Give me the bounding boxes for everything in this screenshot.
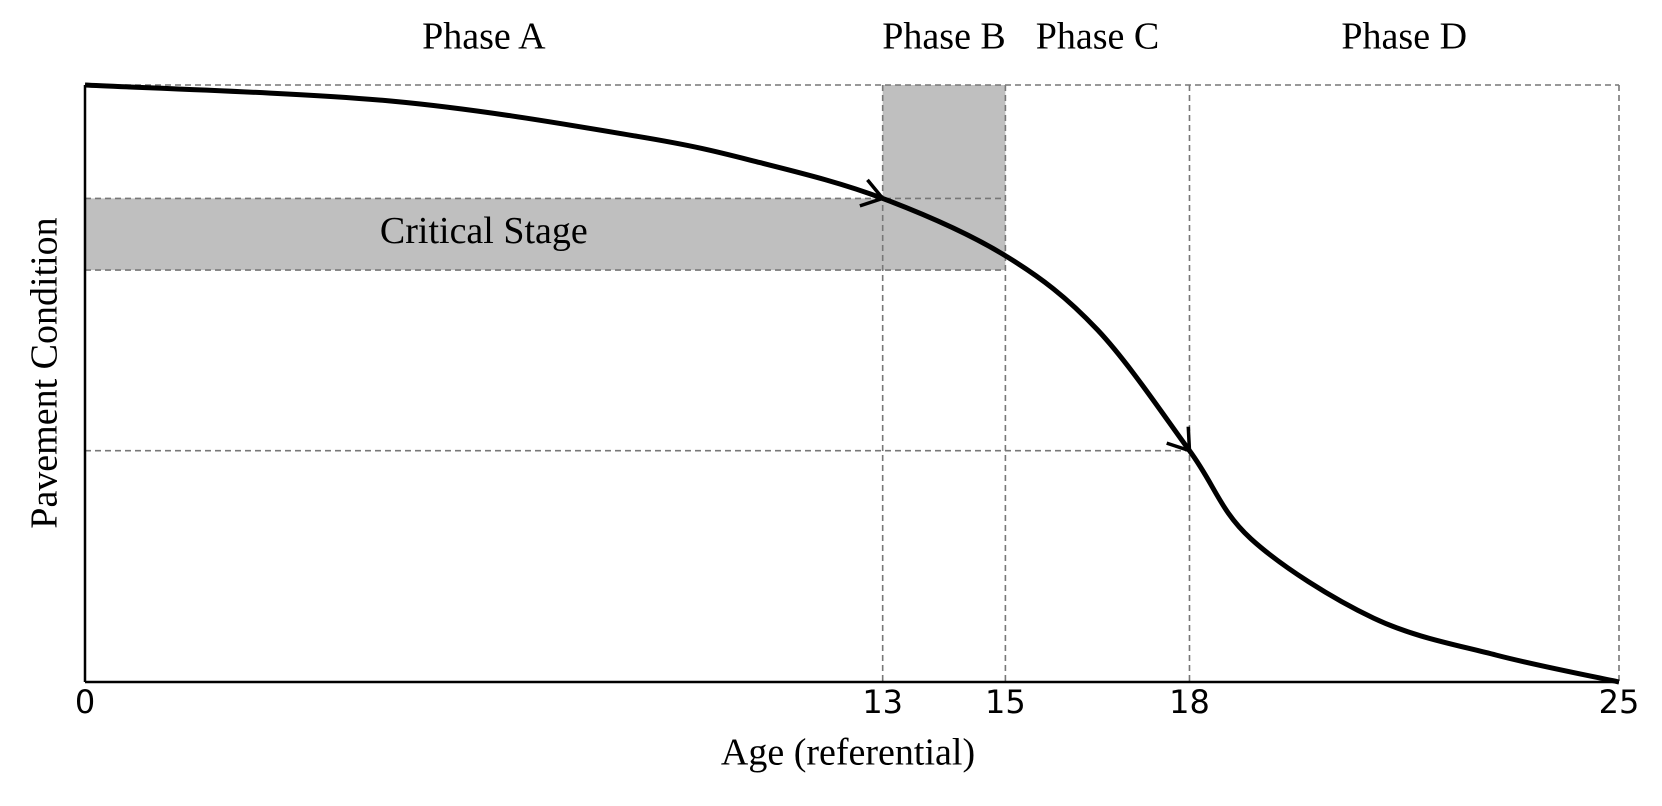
- arrowhead: [1166, 426, 1192, 454]
- phase-label: Phase A: [422, 16, 546, 58]
- x-tick-label: 0: [75, 683, 95, 721]
- x-tick-label: 13: [862, 683, 903, 721]
- x-tick-label: 25: [1599, 683, 1640, 721]
- critical-band: [85, 198, 1006, 271]
- phase-b-band: [882, 85, 1006, 199]
- critical-stage-label: Critical Stage: [380, 210, 588, 252]
- phase-label: Phase C: [1036, 16, 1160, 58]
- condition-curve: [84, 82, 1620, 685]
- y-axis-title: Pavement Condition: [24, 217, 66, 528]
- phase-label: Phase D: [1341, 16, 1467, 58]
- x-tick-label: 15: [985, 683, 1026, 721]
- phase-label: Phase B: [882, 16, 1006, 58]
- x-tick-label: 18: [1169, 683, 1210, 721]
- arrowhead: [859, 178, 886, 208]
- x-axis-title: Age (referential): [721, 732, 975, 774]
